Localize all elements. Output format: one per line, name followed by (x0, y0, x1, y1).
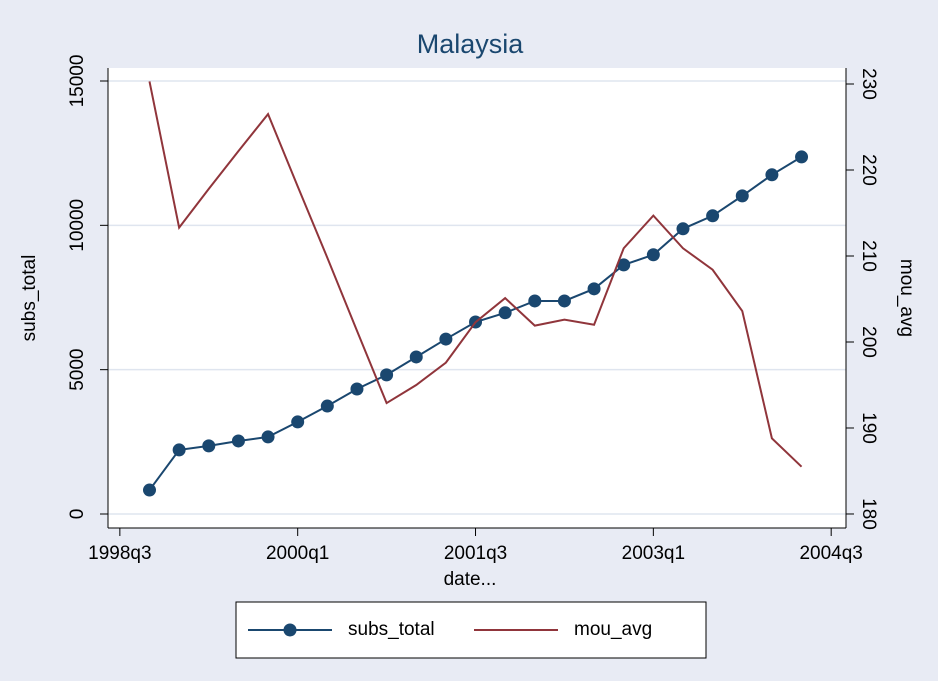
x-tick-label: 2001q3 (444, 543, 507, 564)
x-axis-title: date... (444, 569, 497, 590)
series-marker (350, 382, 364, 396)
series-marker (409, 350, 423, 364)
series-marker (557, 294, 571, 308)
series-marker (172, 443, 186, 457)
series-marker (795, 150, 809, 164)
series-line (148, 81, 803, 468)
legend-label: subs_total (348, 619, 435, 640)
series-marker (676, 222, 690, 236)
series-marker (587, 282, 601, 296)
series-marker (142, 483, 156, 497)
legend-marker (283, 623, 297, 637)
series-marker (439, 332, 453, 346)
series-marker (735, 189, 749, 203)
series-marker (765, 168, 779, 182)
series-marker (291, 415, 305, 429)
y2-axis-title: mou_avg (896, 259, 917, 337)
series-marker (261, 430, 275, 444)
legend-label: mou_avg (574, 619, 652, 640)
series-marker (231, 434, 245, 448)
x-tick-label: 2003q1 (622, 543, 685, 564)
series-marker (380, 368, 394, 382)
series-marker (617, 258, 631, 272)
x-tick-label: 2000q1 (266, 543, 329, 564)
plot-area (108, 68, 846, 528)
y-axis-title: subs_total (19, 255, 40, 342)
y2-tick-label: 200 (858, 326, 879, 358)
series-marker (202, 439, 216, 453)
series-marker (706, 209, 720, 223)
chart-title: Malaysia (417, 29, 525, 59)
x-tick-label: 1998q3 (88, 543, 151, 564)
series-marker (646, 248, 660, 262)
series-marker (528, 294, 542, 308)
series-marker (320, 399, 334, 413)
y-tick-label: 0 (67, 509, 88, 520)
y2-tick-label: 180 (858, 498, 879, 530)
y2-tick-label: 210 (858, 240, 879, 272)
x-tick-label: 2004q3 (799, 543, 862, 564)
y-tick-label: 5000 (67, 349, 88, 391)
y2-tick-label: 230 (858, 68, 879, 100)
y-tick-label: 15000 (67, 55, 88, 108)
y2-tick-label: 190 (858, 412, 879, 444)
y2-tick-label: 220 (858, 154, 879, 186)
series-marker (498, 306, 512, 320)
y-tick-label: 10000 (67, 199, 88, 252)
